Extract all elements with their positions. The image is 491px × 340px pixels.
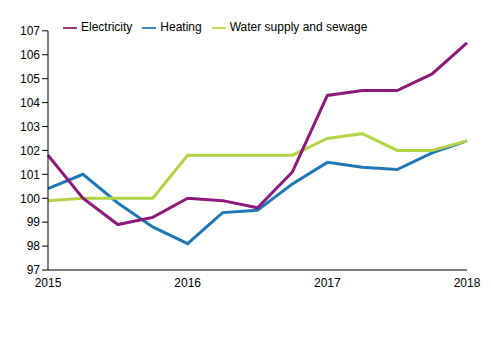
html-text:Heating: Heating — [160, 20, 202, 34]
svg-text:102: 102 — [20, 144, 40, 158]
svg-text:2018: 2018 — [454, 276, 481, 290]
svg-text:104: 104 — [20, 96, 40, 110]
html-text:Electricity: Electricity — [81, 20, 133, 34]
svg-text:99: 99 — [27, 215, 41, 229]
svg-text:101: 101 — [20, 168, 40, 182]
svg-text:2015: 2015 — [35, 276, 62, 290]
svg-text:97: 97 — [27, 263, 41, 277]
html-text:Water supply and sewage: Water supply and sewage — [229, 20, 368, 34]
svg-text:2017: 2017 — [314, 276, 341, 290]
svg-text:105: 105 — [20, 72, 40, 86]
svg-text:100: 100 — [20, 192, 40, 206]
svg-text:2016: 2016 — [174, 276, 201, 290]
svg-text:103: 103 — [20, 120, 40, 134]
svg-text:98: 98 — [27, 239, 41, 253]
svg-text:107: 107 — [20, 24, 40, 38]
svg-text:106: 106 — [20, 48, 40, 62]
